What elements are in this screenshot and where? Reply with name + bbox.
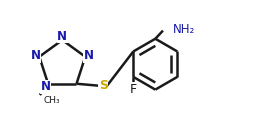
- Text: N: N: [57, 30, 67, 43]
- Text: S: S: [99, 79, 108, 92]
- Text: N: N: [31, 49, 41, 62]
- Text: NH₂: NH₂: [173, 23, 195, 36]
- Text: F: F: [130, 83, 137, 96]
- Text: N: N: [41, 80, 51, 93]
- Text: N: N: [84, 49, 94, 62]
- Text: CH₃: CH₃: [43, 96, 60, 105]
